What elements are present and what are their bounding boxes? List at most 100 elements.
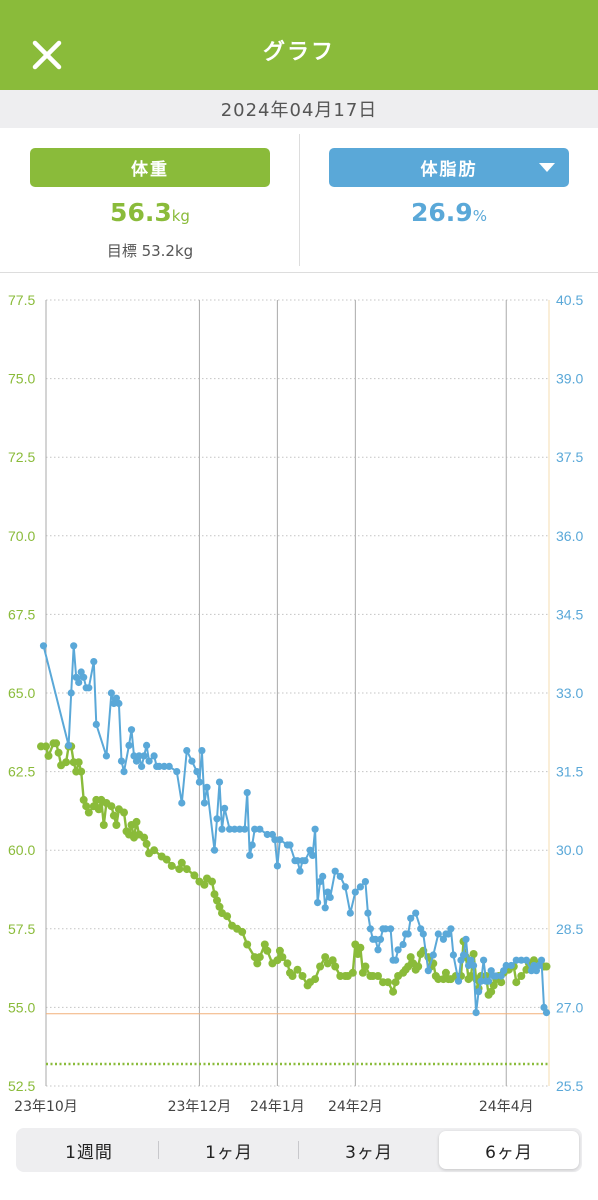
chart-area[interactable]: 52.5 25.5 55.0 27.0 57.5 28.5 60.0 30.0 62.5 31.5… [0,274,598,1120]
fat-label: 体脂肪 [420,160,478,180]
summary-panel: 体重 56.3kg 目標 53.2kg 体脂肪 26.9% [0,128,598,273]
fat-point [178,799,186,807]
fat-point [321,904,329,912]
fat-point [215,778,224,786]
weight-point [348,968,357,977]
fat-point [221,804,229,812]
y-left-tick-label: 52.5 [8,1078,35,1094]
fat-point [376,935,385,943]
fat-point [140,752,148,760]
y-left-tick-label: 77.5 [8,292,35,308]
fat-point [263,830,271,839]
fat-number: 26.9 [411,198,473,227]
y-right-tick-label: 31.5 [556,764,583,780]
y-left-tick-label: 70.0 [8,528,35,544]
weight-point [132,817,141,826]
weight-point [353,950,362,958]
fat-point [502,961,510,970]
fat-point [449,951,457,959]
weight-point [167,861,176,870]
fat-point [311,825,319,833]
fat-point [115,699,123,708]
fat-point [407,914,415,922]
fat-point [193,768,201,776]
weight-point [44,751,53,760]
fat-point [183,747,191,755]
fat-point [301,857,309,865]
fat-point [319,872,327,881]
tab-label: 6ヶ月 [485,1142,533,1163]
y-right-tick-label: 25.5 [556,1078,583,1094]
fat-point [271,836,279,844]
fat-point [507,961,515,970]
weight-point [54,748,63,757]
weight-point [489,981,498,990]
fat-point [135,752,143,760]
fat-point [392,956,400,964]
weight-point [84,808,93,817]
fat-point [125,741,133,749]
weight-button[interactable]: 体重 [30,148,270,187]
tab-label: 3ヶ月 [345,1142,393,1163]
fat-point [67,689,75,697]
weight-point [215,902,224,911]
y-left-tick-label: 57.5 [8,921,35,937]
fat-point [419,930,427,938]
fat-point [150,752,158,760]
fat-point [475,988,483,996]
fat-point [459,951,468,959]
x-tick-label: 24年2月 [328,1099,383,1115]
weight-point [177,858,186,867]
tab-3-months[interactable]: 3ヶ月 [299,1131,439,1169]
tab-label: 1週間 [65,1142,113,1163]
fat-point [155,762,163,770]
weight-number: 56.3 [110,198,172,227]
fat-point [210,846,219,854]
weight-point [278,953,287,962]
y-left-tick-label: 65.0 [8,685,35,701]
fat-point [477,977,485,985]
close-button[interactable] [22,30,72,80]
weight-fat-chart: 52.5 25.5 55.0 27.0 57.5 28.5 60.0 30.0 62.5 31.5… [8,292,583,1115]
fat-point [472,1009,480,1017]
y-right-tick-label: 39.0 [556,371,583,387]
weight-point [82,802,91,811]
x-tick-label: 23年10月 [14,1099,78,1115]
weight-point [391,978,400,987]
fat-point [331,867,339,875]
fat-point [454,977,463,985]
weight-unit: kg [171,207,190,225]
tab-label: 1ヶ月 [205,1142,253,1163]
weight-point [208,877,216,886]
close-icon [32,40,62,70]
weight-point [469,950,478,958]
tab-1-week[interactable]: 1週間 [19,1131,159,1169]
fat-point [226,825,234,833]
fat-point [145,757,153,765]
fat-point [462,935,470,943]
body-fat-dropdown[interactable]: 体脂肪 [329,148,569,187]
fat-point [286,841,294,849]
y-right-tick-label: 30.0 [556,842,583,858]
tab-1-month[interactable]: 1ヶ月 [159,1131,299,1169]
weight-point [223,912,232,921]
fat-point [387,925,395,933]
weight-point [260,940,269,949]
fat-point [80,673,88,681]
fat-value: 26.9% [329,198,569,227]
weight-point [99,821,108,829]
weight-point [321,953,330,962]
x-tick-label: 24年1月 [250,1099,305,1115]
fat-point [537,956,546,964]
fat-point [273,862,281,870]
tab-6-months[interactable]: 6ヶ月 [439,1131,579,1169]
weight-point [374,972,382,980]
fat-point [492,972,500,980]
fat-point [394,946,402,954]
weight-value: 56.3kg [30,198,270,227]
fat-point [203,783,211,791]
fat-point [218,825,226,833]
fat-point [374,946,382,954]
weight-point [311,975,320,984]
fat-point [470,961,478,970]
